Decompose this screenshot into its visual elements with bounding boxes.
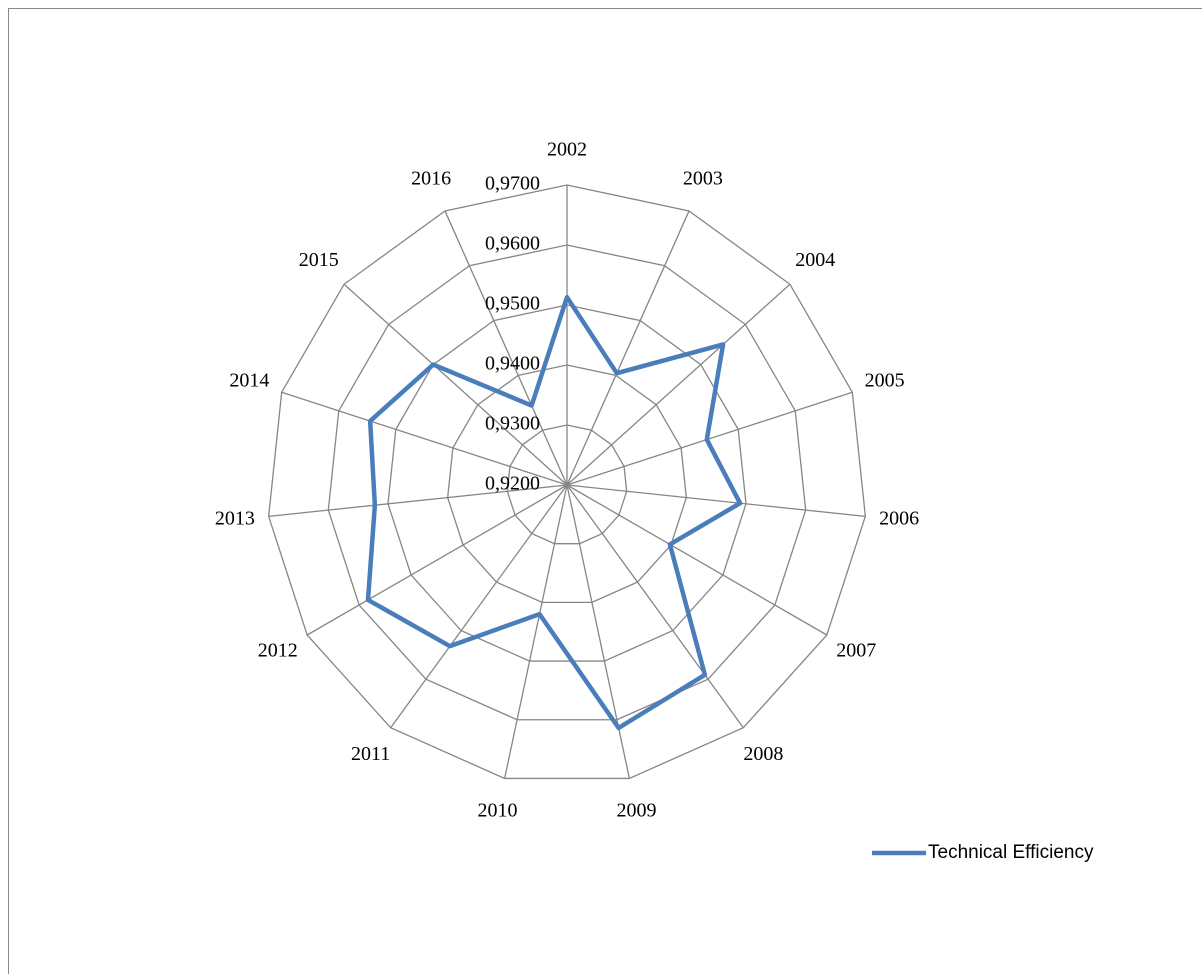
spoke	[268, 484, 568, 518]
grid-ring	[506, 424, 628, 545]
spoke	[281, 391, 568, 486]
category-label: 2010	[478, 799, 518, 821]
chart-frame	[8, 8, 1202, 974]
tick-label: 0,9400	[485, 353, 540, 375]
legend-label: Technical Efficiency	[928, 842, 1094, 863]
grid-ring	[267, 184, 867, 780]
tick-label: 0,9600	[485, 233, 540, 255]
grid-ring	[327, 244, 807, 721]
spoke	[444, 210, 568, 486]
category-label: 2008	[743, 743, 783, 765]
category-label: 2003	[683, 167, 723, 189]
grid-ring	[446, 364, 688, 604]
category-label: 2015	[299, 249, 339, 271]
spoke	[343, 283, 568, 486]
category-label: 2013	[215, 508, 255, 530]
tick-label: 0,9500	[485, 293, 540, 315]
category-label: 2007	[836, 640, 876, 662]
tick-label: 0,9700	[485, 173, 540, 195]
spoke	[566, 484, 828, 636]
grid-ring	[387, 304, 747, 662]
series-line	[365, 294, 743, 731]
spoke	[390, 484, 568, 729]
category-label: 2009	[616, 799, 656, 821]
spoke	[306, 484, 568, 636]
spoke	[566, 391, 853, 486]
category-label: 2014	[229, 369, 269, 391]
category-label: 2002	[547, 139, 587, 161]
spoke	[503, 484, 568, 779]
category-label: 2004	[795, 249, 835, 271]
category-label: 2006	[879, 508, 919, 530]
spoke	[566, 484, 866, 518]
spoke	[566, 283, 791, 486]
category-label: 2005	[865, 369, 905, 391]
category-label: 2011	[351, 743, 390, 765]
category-label: 2012	[258, 640, 298, 662]
spoke	[566, 484, 744, 729]
category-label: 2016	[411, 167, 451, 189]
spoke	[566, 210, 690, 486]
tick-label: 0,9300	[485, 413, 540, 435]
tick-label: 0,9200	[485, 473, 540, 495]
